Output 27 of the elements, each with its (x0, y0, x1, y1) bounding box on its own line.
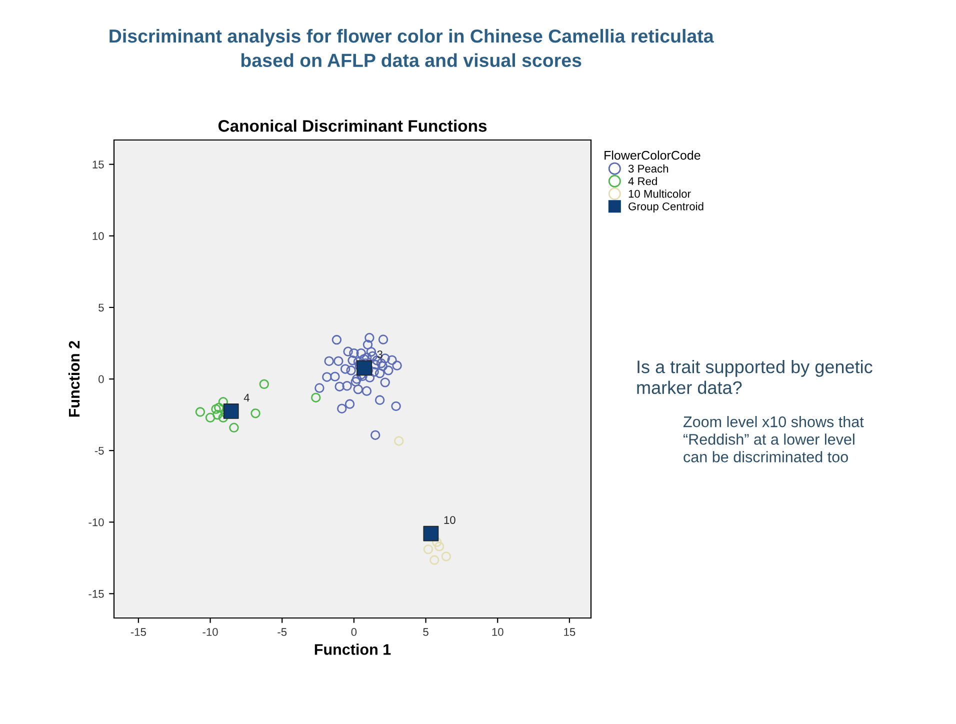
x-tick-label: -10 (202, 628, 218, 636)
x-tick-label: -5 (278, 628, 287, 636)
y-tick-label: 0 (98, 375, 104, 384)
chart-title: Discriminant analysis for flower color in Chinese Camellia reticulata based on AFLP data and visual scores (110, 28, 714, 68)
text: Zoom level x10 shows that “Reddish” at a lower level can be discriminated too (683, 416, 864, 462)
x-tick-label: 5 (423, 628, 428, 636)
x-tick-label: 15 (564, 628, 576, 636)
legend-title: FlowerColorCode (604, 150, 700, 160)
y-tick-label: -5 (94, 446, 104, 455)
y-tick-label: 5 (98, 304, 104, 312)
x-tick-label: 10 (492, 628, 504, 636)
x-tick-label: -15 (130, 628, 146, 636)
y-tick-label: 15 (92, 160, 104, 168)
y-axis-title: Function 2 (68, 340, 80, 417)
legend-label: Group Centroid (628, 202, 704, 213)
x-tick-label: 0 (351, 628, 357, 636)
legend-label: 3 Peach (628, 164, 668, 173)
chart-subtitle: Canonical Discriminant Functions (218, 120, 487, 132)
y-tick-label: 10 (92, 232, 104, 240)
annotation: 10 (444, 516, 456, 524)
legend-label: 10 Multicolor (628, 190, 691, 198)
legend-label: 4 Red (628, 177, 657, 186)
x-axis-title: Function 1 (314, 644, 391, 655)
annotation: 4 (244, 394, 250, 402)
text: Is a trait supported by genetic marker data? (637, 360, 872, 394)
y-tick-label: -10 (88, 518, 104, 526)
y-tick-label: -15 (88, 590, 104, 598)
